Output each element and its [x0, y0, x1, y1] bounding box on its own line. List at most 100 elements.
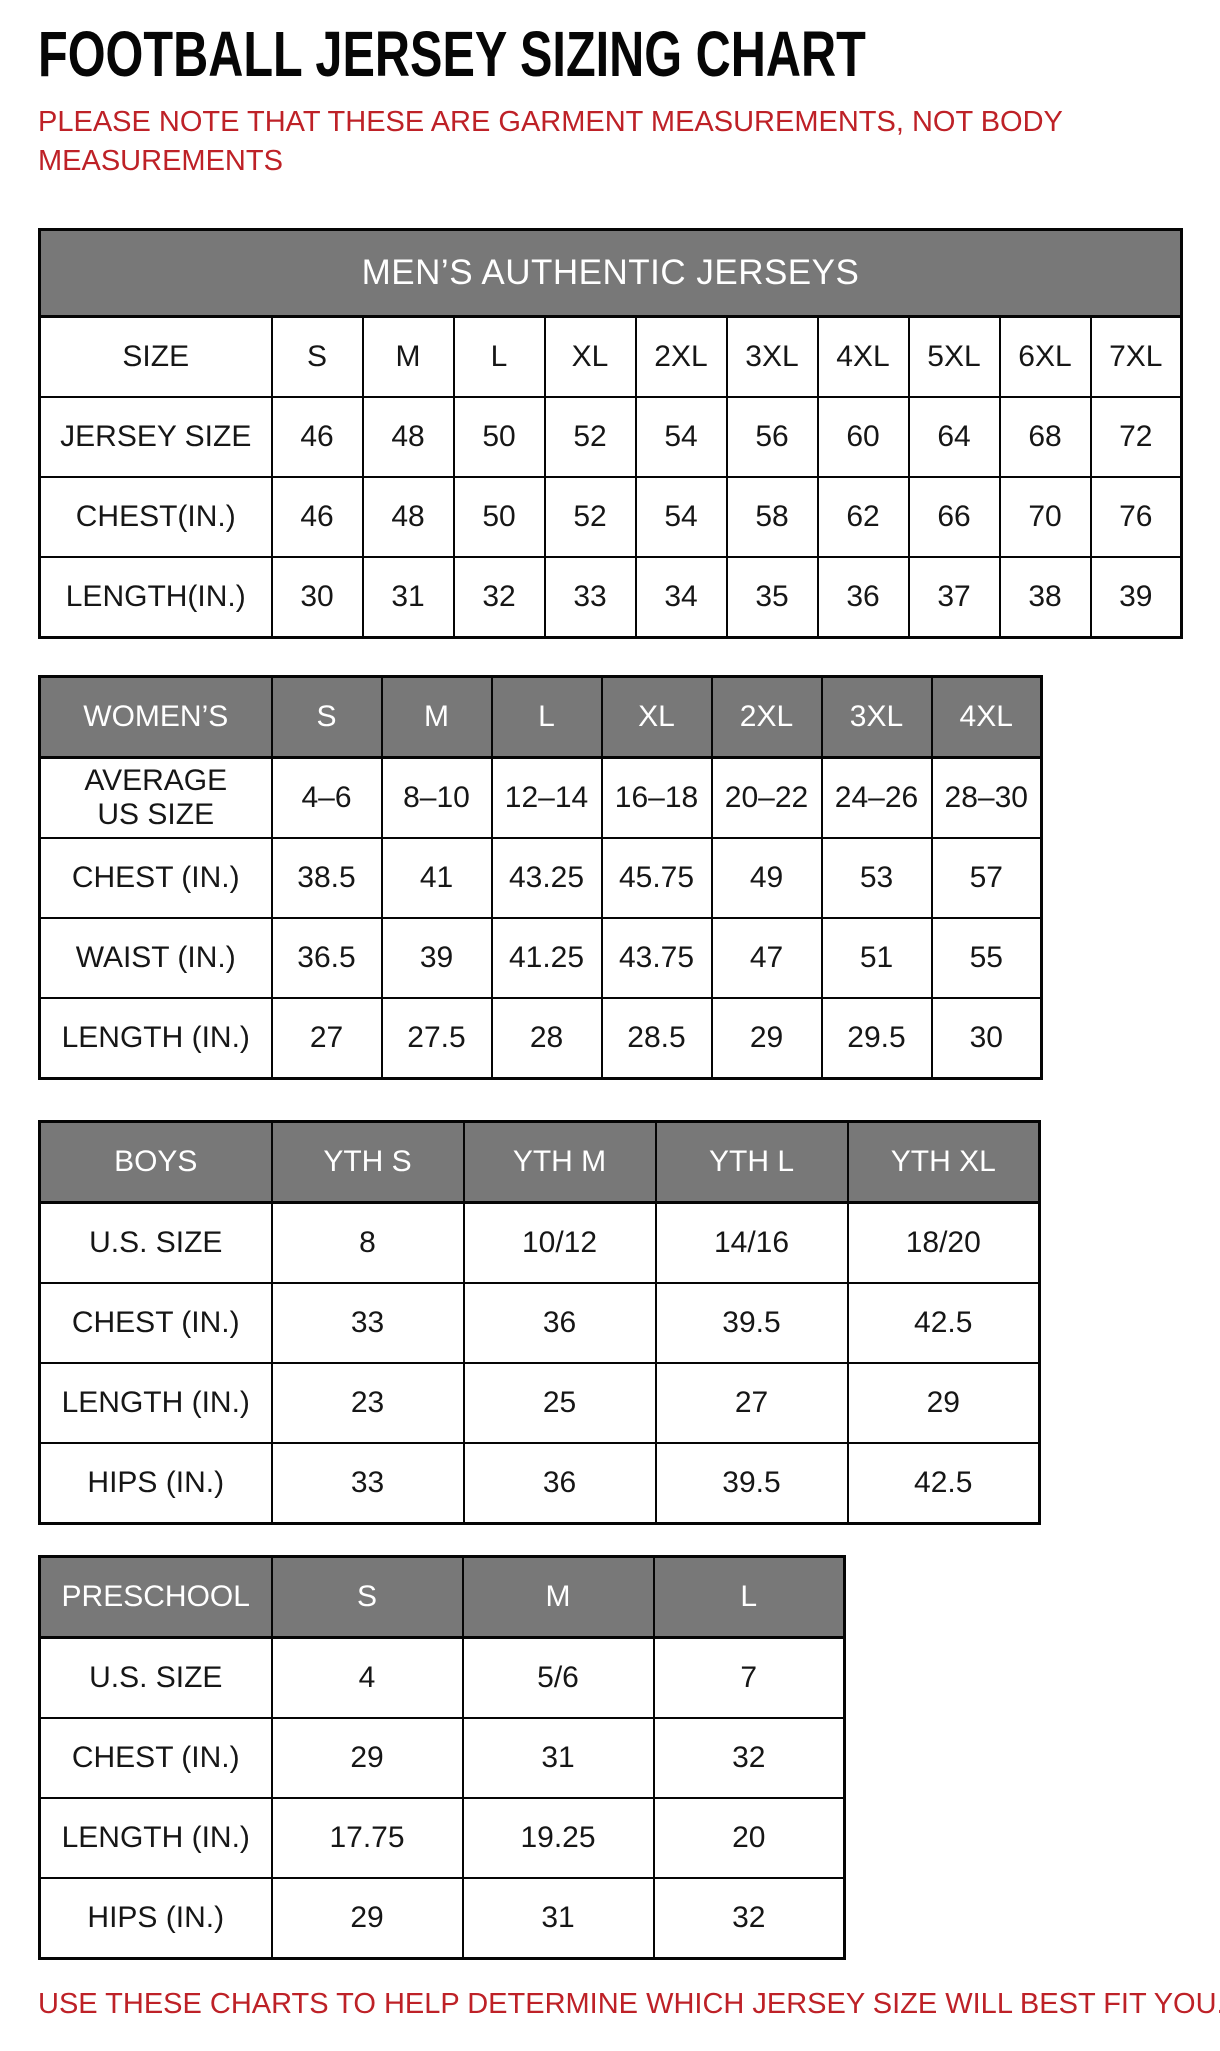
preschool-table-row: U.S. SIZE 4 5/6 7	[38, 1636, 846, 1719]
womens-value-cell: 38.5	[270, 836, 383, 919]
mens-value-cell: 2XL	[634, 315, 728, 398]
preschool-value-cell: 29	[270, 1716, 464, 1799]
mens-value-cell: 30	[270, 555, 364, 639]
womens-table-row: AVERAGE US SIZE 4–6 8–10 12–14 16–18 20–22 24–…	[38, 756, 1043, 839]
womens-value-cell: 41.25	[490, 916, 603, 999]
mens-value-cell: 36	[816, 555, 910, 639]
mens-value-cell: 60	[816, 395, 910, 478]
mens-banner-row: MEN’S AUTHENTIC JERSEYS	[38, 228, 1183, 318]
boys-sizing-table: BOYS YTH S YTH M YTH L YTH XL U.S. SIZE 8 10/12…	[38, 1119, 1041, 1525]
boys-header-cell: YTH S	[270, 1120, 465, 1204]
womens-value-cell: 4–6	[270, 756, 383, 839]
mens-value-cell: S	[270, 315, 364, 398]
preschool-value-cell: 31	[461, 1876, 655, 1960]
womens-header-cell: 3XL	[820, 675, 933, 759]
womens-header-cell: 2XL	[710, 675, 823, 759]
womens-table-row: WAIST (IN.) 36.5 39 41.25 43.75 47 51 55	[38, 916, 1043, 999]
boys-table-row: HIPS (IN.) 33 36 39.5 42.5	[38, 1441, 1041, 1525]
preschool-value-cell: 32	[652, 1716, 846, 1799]
preschool-table-row: LENGTH (IN.) 17.75 19.25 20	[38, 1796, 846, 1879]
womens-value-cell: 41	[380, 836, 493, 919]
mens-value-cell: 48	[361, 475, 455, 558]
boys-table-row: U.S. SIZE 8 10/12 14/16 18/20	[38, 1201, 1041, 1284]
womens-value-cell: 36.5	[270, 916, 383, 999]
boys-value-cell: 23	[270, 1361, 465, 1444]
boys-table-row: CHEST (IN.) 33 36 39.5 42.5	[38, 1281, 1041, 1364]
boys-value-cell: 33	[270, 1281, 465, 1364]
preschool-header-cell: L	[652, 1555, 846, 1639]
womens-header-cell: L	[490, 675, 603, 759]
boys-row-label: HIPS (IN.)	[38, 1441, 273, 1525]
mens-value-cell: 46	[270, 475, 364, 558]
preschool-table-row: HIPS (IN.) 29 31 32	[38, 1876, 846, 1960]
womens-value-cell: 55	[930, 916, 1043, 999]
boys-value-cell: 39.5	[654, 1441, 849, 1525]
mens-value-cell: 64	[907, 395, 1001, 478]
preschool-table-row: CHEST (IN.) 29 31 32	[38, 1716, 846, 1799]
mens-value-cell: 52	[543, 395, 637, 478]
womens-value-cell: 49	[710, 836, 823, 919]
preschool-value-cell: 5/6	[461, 1636, 655, 1719]
preschool-value-cell: 4	[270, 1636, 464, 1719]
womens-value-cell: 28	[490, 996, 603, 1080]
mens-value-cell: 68	[998, 395, 1092, 478]
mens-value-cell: L	[452, 315, 546, 398]
preschool-row-label: U.S. SIZE	[38, 1636, 273, 1719]
womens-header-row: WOMEN’S S M L XL 2XL 3XL 4XL	[38, 675, 1043, 759]
womens-header-cell: M	[380, 675, 493, 759]
boys-value-cell: 25	[462, 1361, 657, 1444]
mens-table-row: LENGTH(IN.) 30 31 32 33 34 35 36 37 38 39	[38, 555, 1183, 639]
boys-header-cell: BOYS	[38, 1120, 273, 1204]
boys-value-cell: 18/20	[846, 1201, 1041, 1284]
mens-table-row: SIZE S M L XL 2XL 3XL 4XL 5XL 6XL 7XL	[38, 315, 1183, 398]
mens-value-cell: 50	[452, 475, 546, 558]
mens-value-cell: 35	[725, 555, 819, 639]
boys-row-label: LENGTH (IN.)	[38, 1361, 273, 1444]
boys-header-row: BOYS YTH S YTH M YTH L YTH XL	[38, 1120, 1041, 1204]
boys-value-cell: 33	[270, 1441, 465, 1525]
womens-value-cell: 51	[820, 916, 933, 999]
preschool-header-cell: PRESCHOOL	[38, 1555, 273, 1639]
mens-banner-title: MEN’S AUTHENTIC JERSEYS	[38, 228, 1183, 318]
mens-sizing-table: MEN’S AUTHENTIC JERSEYS SIZE S M L XL 2XL 3XL 4X…	[38, 227, 1184, 639]
womens-value-cell: 12–14	[490, 756, 603, 839]
womens-value-cell: 27.5	[380, 996, 493, 1080]
womens-value-cell: 20–22	[710, 756, 823, 839]
mens-value-cell: 39	[1089, 555, 1183, 639]
mens-value-cell: 37	[907, 555, 1001, 639]
boys-header-cell: YTH XL	[846, 1120, 1041, 1204]
mens-value-cell: 3XL	[725, 315, 819, 398]
boys-header-cell: YTH L	[654, 1120, 849, 1204]
mens-value-cell: 66	[907, 475, 1001, 558]
womens-value-cell: 29.5	[820, 996, 933, 1080]
mens-table-row: JERSEY SIZE 46 48 50 52 54 56 60 64 68 72	[38, 395, 1183, 478]
womens-value-cell: 30	[930, 996, 1043, 1080]
boys-value-cell: 8	[270, 1201, 465, 1284]
womens-value-cell: 57	[930, 836, 1043, 919]
mens-table-row: CHEST(IN.) 46 48 50 52 54 58 62 66 70 76	[38, 475, 1183, 558]
mens-value-cell: 54	[634, 475, 728, 558]
womens-value-cell: 28–30	[930, 756, 1043, 839]
mens-row-label: CHEST(IN.)	[38, 475, 273, 558]
boys-value-cell: 27	[654, 1361, 849, 1444]
womens-row-label: WAIST (IN.)	[38, 916, 273, 999]
preschool-sizing-table: PRESCHOOL S M L U.S. SIZE 4 5/6 7 CHEST (IN.) 29 3…	[38, 1554, 846, 1960]
boys-value-cell: 14/16	[654, 1201, 849, 1284]
boys-value-cell: 39.5	[654, 1281, 849, 1364]
boys-value-cell: 36	[462, 1281, 657, 1364]
womens-header-cell: 4XL	[930, 675, 1043, 759]
womens-table-row: LENGTH (IN.) 27 27.5 28 28.5 29 29.5 30	[38, 996, 1043, 1080]
mens-value-cell: 70	[998, 475, 1092, 558]
womens-value-cell: 47	[710, 916, 823, 999]
womens-value-cell: 39	[380, 916, 493, 999]
womens-table-row: CHEST (IN.) 38.5 41 43.25 45.75 49 53 57	[38, 836, 1043, 919]
womens-row-label: AVERAGE US SIZE	[38, 756, 273, 839]
fit-advice-footer: USE THESE CHARTS TO HELP DETERMINE WHICH…	[38, 1987, 1220, 2020]
preschool-header-row: PRESCHOOL S M L	[38, 1555, 846, 1639]
womens-value-cell: 8–10	[380, 756, 493, 839]
womens-value-cell: 43.75	[600, 916, 713, 999]
preschool-value-cell: 20	[652, 1796, 846, 1879]
mens-value-cell: 56	[725, 395, 819, 478]
womens-sizing-table: WOMEN’S S M L XL 2XL 3XL 4XL AVERAGE US SIZE 4–6 8…	[38, 674, 1043, 1080]
mens-value-cell: 4XL	[816, 315, 910, 398]
